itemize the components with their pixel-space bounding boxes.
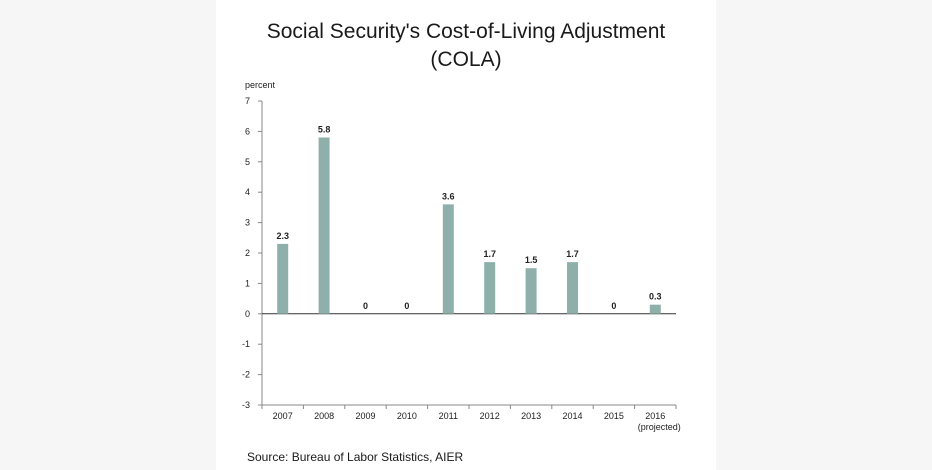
bar-2011 <box>442 204 454 314</box>
data-label-2014: 1.7 <box>566 249 579 259</box>
chart-title-line-1: Social Security's Cost-of-Living Adjustm… <box>266 20 666 43</box>
x-tick-label-2014: 2014 <box>562 411 582 421</box>
data-label-2016: 0.3 <box>649 292 662 302</box>
y-tick-label: 0 <box>245 309 250 319</box>
y-tick-label: 1 <box>245 278 250 288</box>
data-label-2011: 3.6 <box>442 191 455 201</box>
chart-title: Social Security's Cost-of-Living Adjustm… <box>216 18 716 74</box>
chart-panel <box>216 0 716 470</box>
data-label-2008: 5.8 <box>318 124 331 134</box>
x-tick-label-2012: 2012 <box>480 411 500 421</box>
x-tick-label-2009: 2009 <box>355 411 375 421</box>
x-tick-label-2016: 2016 <box>645 411 665 421</box>
x-tick-label-2011: 2011 <box>439 411 458 421</box>
x-tick-label-2007: 2007 <box>273 411 293 421</box>
y-tick-label: -1 <box>242 339 250 349</box>
y-tick-label: -3 <box>242 400 250 410</box>
bar-2016 <box>649 304 661 314</box>
bar-2012 <box>484 262 496 314</box>
data-label-2013: 1.5 <box>525 255 538 265</box>
x-tick-label-2015: 2015 <box>604 411 624 421</box>
y-axis-label: percent <box>245 80 276 90</box>
x-tick-label-2013: 2013 <box>521 411 541 421</box>
data-label-2009: 0 <box>363 301 368 311</box>
y-tick-label: -2 <box>242 370 250 380</box>
data-label-2010: 0 <box>404 301 409 311</box>
y-tick-label: 7 <box>245 96 250 106</box>
y-tick-label: 5 <box>245 157 250 167</box>
bar-2008 <box>318 137 330 314</box>
x-tick-label-2010: 2010 <box>397 411 417 421</box>
bar-2007 <box>277 243 289 314</box>
chart-title-line-2: (COLA) <box>430 48 502 71</box>
data-label-2007: 2.3 <box>276 231 289 241</box>
y-tick-label: 2 <box>245 248 250 258</box>
x-tick-label-2008: 2008 <box>314 411 334 421</box>
y-tick-label: 3 <box>245 218 250 228</box>
data-label-2015: 0 <box>611 301 616 311</box>
source-note: Source: Bureau of Labor Statistics, AIER <box>247 450 464 464</box>
y-tick-label: 4 <box>245 187 250 197</box>
x-tick-sublabel-2016: (projected) <box>638 422 681 432</box>
bar-2013 <box>525 268 537 314</box>
bar-2014 <box>567 262 578 314</box>
y-tick-label: 6 <box>245 126 250 136</box>
data-label-2012: 1.7 <box>483 249 496 259</box>
